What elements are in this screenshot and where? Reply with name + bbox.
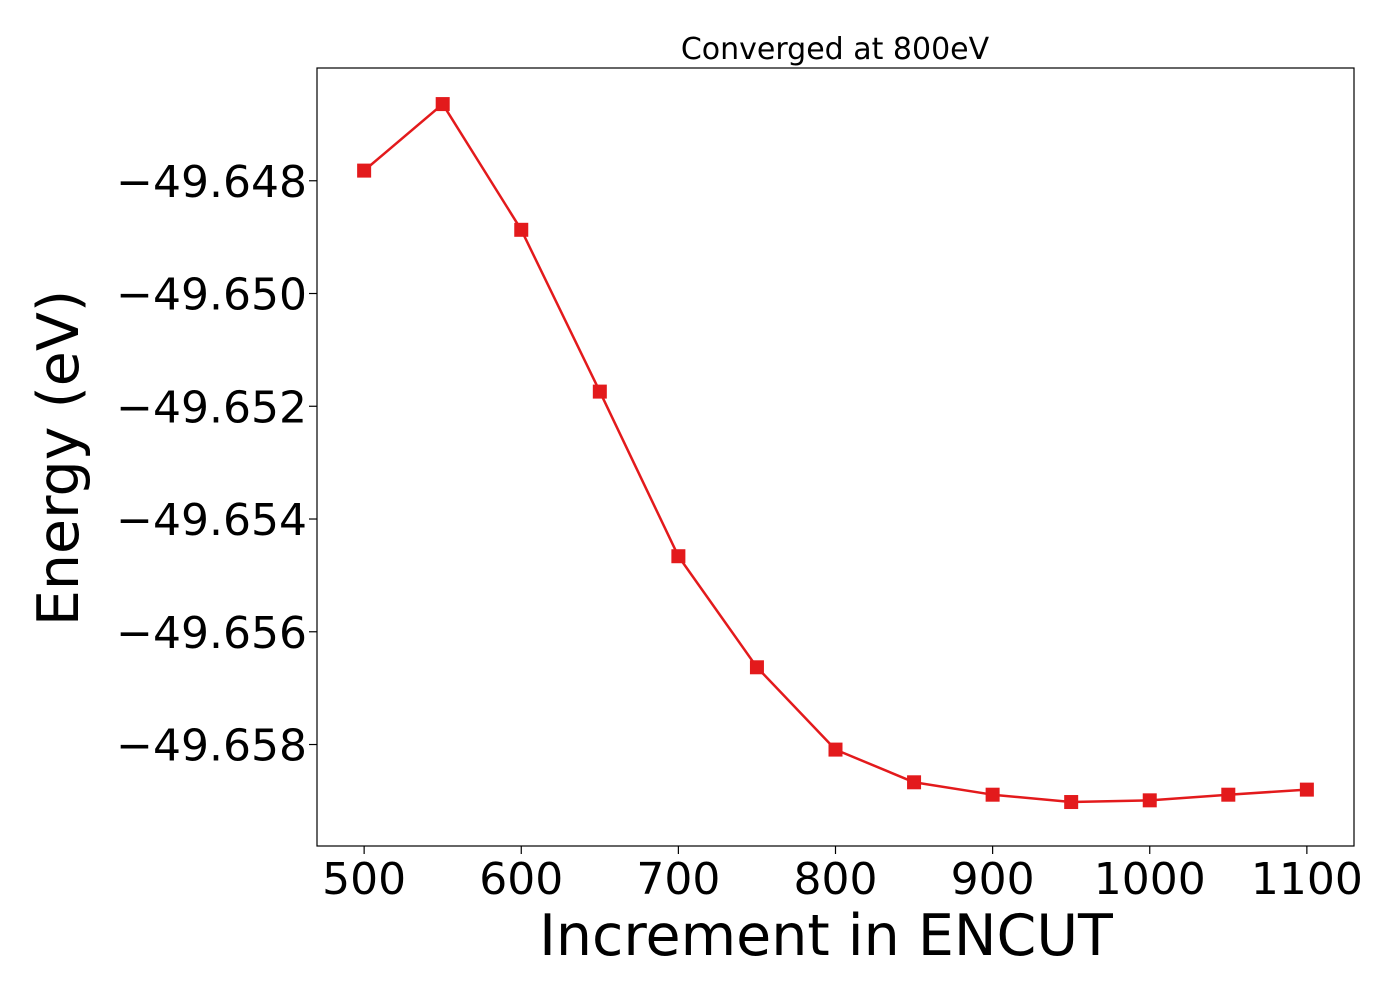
y-tick-label: −49.652 bbox=[116, 382, 307, 433]
data-point-marker bbox=[671, 549, 686, 564]
series-line bbox=[363, 102, 1307, 804]
data-point-marker bbox=[907, 775, 922, 790]
data-point-marker bbox=[1064, 795, 1079, 810]
x-tick-label: 500 bbox=[322, 854, 406, 905]
data-point-marker bbox=[357, 163, 372, 178]
y-tick-label: −49.654 bbox=[116, 495, 307, 546]
data-point-marker bbox=[514, 222, 529, 237]
x-tick-label: 600 bbox=[479, 854, 563, 905]
y-axis-ticks: −49.648 −49.650 −49.652 −49.654 −49.656 −49.6… bbox=[116, 157, 317, 772]
data-point-marker bbox=[1299, 782, 1314, 797]
x-tick-label: 1000 bbox=[1094, 854, 1206, 905]
chart-title: Converged at 800eV bbox=[681, 32, 990, 67]
y-axis-label: Energy (eV) bbox=[26, 290, 92, 626]
data-point-marker bbox=[828, 742, 843, 757]
data-point-marker bbox=[985, 787, 1000, 802]
x-axis-label: Increment in ENCUT bbox=[539, 903, 1113, 969]
x-tick-label: 700 bbox=[636, 854, 720, 905]
series-layer bbox=[357, 97, 1314, 810]
data-point-marker bbox=[592, 384, 607, 399]
x-axis-ticks: 500 600 700 800 900 1000 1100 bbox=[322, 846, 1363, 905]
x-tick-label: 800 bbox=[794, 854, 878, 905]
y-tick-label: −49.650 bbox=[116, 270, 307, 321]
data-point-marker bbox=[1142, 793, 1157, 808]
data-point-marker bbox=[435, 97, 450, 112]
data-point-marker bbox=[749, 660, 764, 675]
y-tick-label: −49.658 bbox=[116, 721, 307, 772]
x-tick-label: 900 bbox=[951, 854, 1035, 905]
x-tick-label: 1100 bbox=[1251, 854, 1363, 905]
data-point-marker bbox=[1221, 787, 1236, 802]
y-tick-label: −49.648 bbox=[116, 157, 307, 208]
plot-area-frame bbox=[316, 67, 1355, 847]
y-tick-label: −49.656 bbox=[116, 608, 307, 659]
